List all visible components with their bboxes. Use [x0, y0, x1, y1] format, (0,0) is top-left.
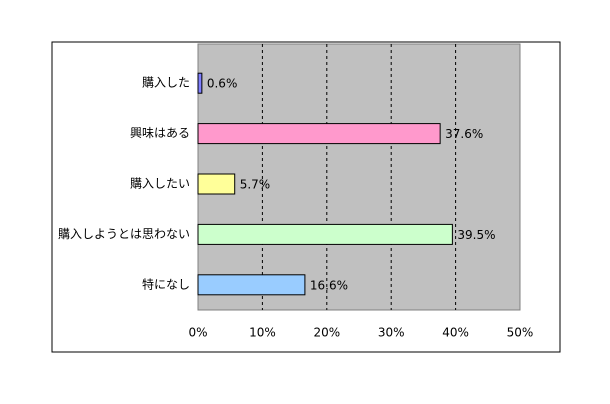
value-label: 16.6%	[310, 278, 348, 292]
value-label: 0.6%	[207, 77, 238, 91]
x-tick-label: 20%	[313, 326, 340, 340]
bar	[197, 223, 453, 245]
x-tick-label: 30%	[378, 326, 405, 340]
x-tick-label: 40%	[442, 326, 469, 340]
bar	[197, 274, 306, 296]
bar	[197, 123, 441, 145]
x-tick-label: 50%	[507, 326, 534, 340]
y-tick-label: 購入した	[142, 76, 190, 90]
plot-area	[197, 43, 521, 311]
y-tick-label: 購入しようとは思わない	[58, 227, 190, 241]
value-label: 39.5%	[457, 228, 495, 242]
x-tick-label: 0%	[188, 326, 207, 340]
x-tick-label: 10%	[249, 326, 276, 340]
bar	[197, 72, 203, 94]
y-tick-label: 特になし	[142, 276, 190, 291]
y-tick-label: 購入したい	[130, 177, 190, 191]
bar	[197, 173, 236, 195]
value-label: 5.7%	[240, 178, 271, 192]
y-tick-label: 興味はある	[130, 126, 190, 140]
value-label: 37.6%	[445, 127, 483, 141]
